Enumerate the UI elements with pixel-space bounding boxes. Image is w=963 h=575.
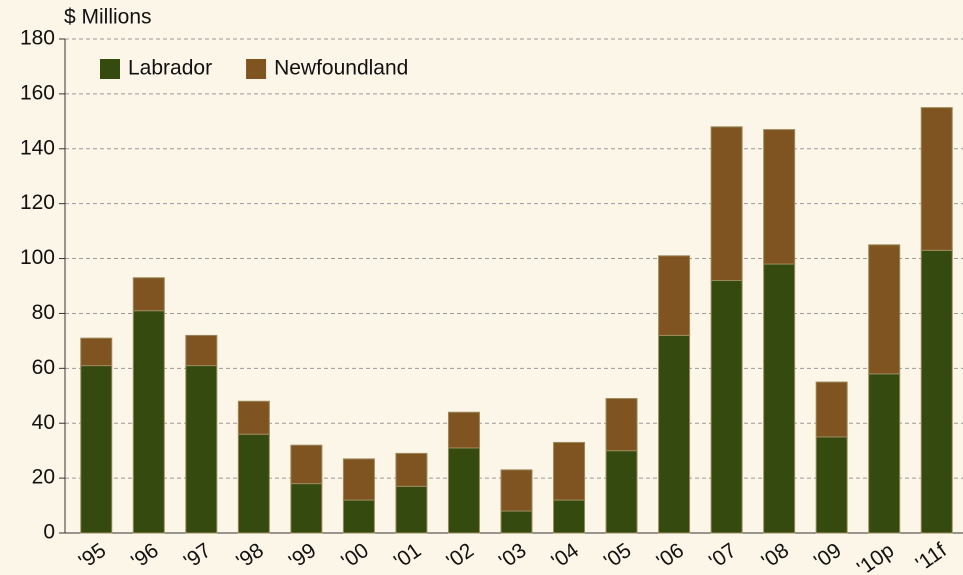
x-tick-label: '09 bbox=[810, 539, 846, 574]
x-tick-label: '04 bbox=[547, 539, 583, 574]
bar-segment bbox=[500, 469, 533, 512]
legend-label: Newfoundland bbox=[274, 57, 408, 80]
x-tick-label: '98 bbox=[232, 539, 268, 574]
bar-segment bbox=[395, 485, 428, 534]
bar-segment bbox=[815, 436, 848, 534]
bar-segment bbox=[132, 277, 165, 312]
bar-segment bbox=[710, 280, 743, 534]
bar-segment bbox=[553, 441, 586, 501]
y-tick-label: 160 bbox=[20, 81, 55, 104]
y-tick-label: 140 bbox=[20, 136, 55, 159]
bar-segment bbox=[290, 444, 323, 485]
y-tick-label: 60 bbox=[32, 356, 55, 379]
bar-segment bbox=[868, 244, 901, 375]
bar-segment bbox=[815, 381, 848, 438]
x-tick-label: '08 bbox=[758, 539, 794, 574]
x-tick-label: '01 bbox=[390, 539, 426, 574]
x-tick-label: '00 bbox=[337, 539, 373, 574]
bar-segment bbox=[605, 450, 638, 534]
bar-segment bbox=[290, 483, 323, 534]
bar-segment bbox=[342, 499, 375, 534]
x-tick-label: '06 bbox=[653, 539, 689, 574]
x-tick-label: '05 bbox=[600, 539, 636, 574]
bar-segment bbox=[395, 452, 428, 487]
bar-segment bbox=[80, 337, 113, 367]
bar-segment bbox=[920, 107, 953, 251]
bar-segment bbox=[658, 334, 691, 534]
bar-segment bbox=[132, 310, 165, 534]
y-tick-label: 40 bbox=[32, 411, 55, 434]
bar-segment bbox=[553, 499, 586, 534]
bar-segment bbox=[710, 126, 743, 282]
bar-segment bbox=[237, 400, 270, 435]
x-tick-label: '99 bbox=[285, 539, 321, 574]
y-tick-label: 100 bbox=[20, 246, 55, 269]
bar-segment bbox=[237, 433, 270, 534]
x-tick-label: '11f bbox=[912, 539, 951, 575]
bar-segment bbox=[605, 398, 638, 452]
bar-segment bbox=[447, 411, 480, 449]
bar-segment bbox=[80, 365, 113, 534]
y-tick-label: 120 bbox=[20, 191, 55, 214]
x-tick-label: '10p bbox=[853, 539, 898, 575]
legend-swatch bbox=[246, 59, 267, 79]
bar-segment bbox=[342, 458, 375, 501]
bar-segment bbox=[500, 510, 533, 534]
y-tick-label: 20 bbox=[32, 466, 55, 489]
x-tick-label: '03 bbox=[495, 539, 531, 574]
x-tick-label: '95 bbox=[75, 539, 111, 574]
x-tick-label: '97 bbox=[180, 539, 216, 574]
x-tick-label: '96 bbox=[127, 539, 163, 574]
bar-segment bbox=[763, 129, 796, 265]
bar-segment bbox=[447, 447, 480, 534]
y-axis-label: $ Millions bbox=[64, 6, 152, 29]
x-tick-label: '02 bbox=[442, 539, 478, 574]
bar-segment bbox=[920, 249, 953, 534]
y-tick-label: 80 bbox=[32, 301, 55, 324]
bar-segment bbox=[868, 373, 901, 534]
bar-segment bbox=[185, 334, 218, 367]
bar-segment bbox=[185, 365, 218, 534]
bar-segment bbox=[763, 263, 796, 534]
legend-swatch bbox=[100, 59, 120, 79]
bar-segment bbox=[658, 255, 691, 336]
y-tick-label: 180 bbox=[20, 27, 55, 50]
y-tick-label: 0 bbox=[43, 521, 55, 544]
x-tick-label: '07 bbox=[705, 539, 741, 574]
legend-label: Labrador bbox=[128, 57, 212, 80]
